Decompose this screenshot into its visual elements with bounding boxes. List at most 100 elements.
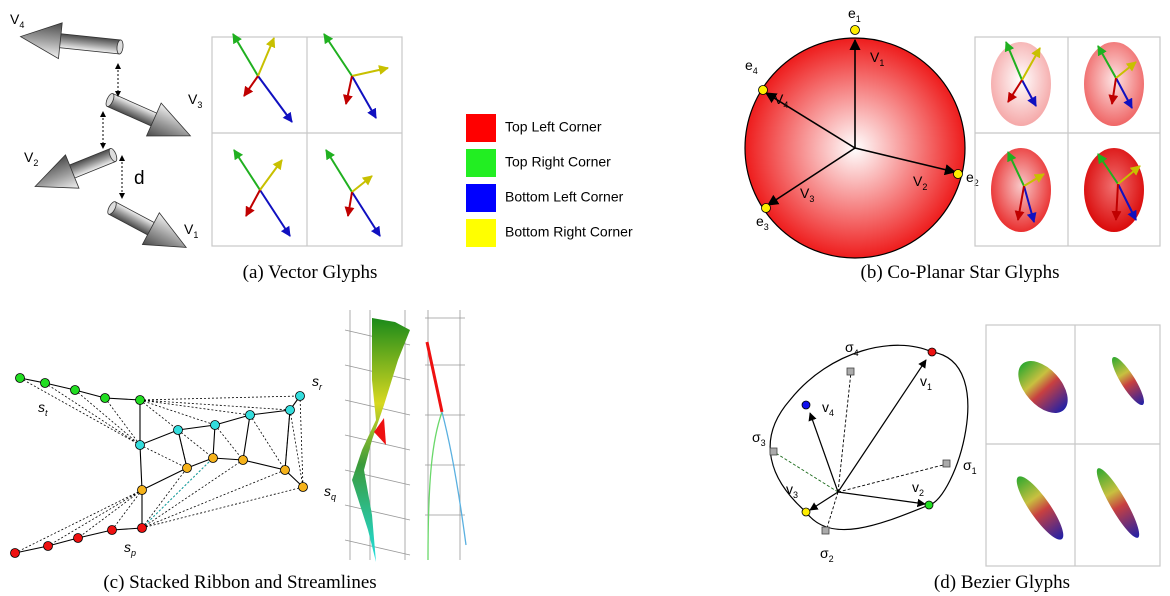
node [239,456,248,465]
sigma-label: σ3 [752,429,766,448]
endpoint [802,401,810,409]
star-glyph-disk [991,42,1051,126]
label-sub: 3 [793,490,798,500]
label-base: e [848,5,856,21]
label-base: v [912,479,919,495]
streamline-view-grid [425,310,465,560]
stream-label: sr [312,373,323,392]
node [136,441,145,450]
distance-label: d [134,168,145,189]
panel-b: V1 V2 V3 V4 e1 e2 e3 e4 (b) Co-Planar St… [745,5,1160,283]
bezier-vector [810,413,838,492]
legend-label: Top Right Corner [505,154,611,170]
label-sub: t [45,408,48,418]
glyph-arrow [233,34,258,76]
endpoint [954,170,963,179]
stacked-ribbon [352,318,410,562]
label-sub: 2 [33,158,38,168]
bezier-glyph [1091,464,1145,541]
star-glyph-disk [1084,42,1144,126]
label-base: σ [845,339,854,355]
label-sub: 4 [829,408,834,418]
legend-label: Bottom Right Corner [505,224,633,240]
label-sub: 1 [856,14,861,24]
endpoint [802,508,810,516]
caption: (a) Vector Glyphs [243,262,378,283]
node [108,526,117,535]
label-sub: 1 [927,382,932,392]
label-sub: 2 [829,554,834,564]
panel-d: σ1 σ2 σ3 σ4 v1 v2 v3 v4 (d) Bezier Glyph… [752,325,1160,593]
glyph-arrow [260,160,282,190]
point-label: e4 [745,57,758,76]
label-base: σ [820,545,829,561]
caption: (c) Stacked Ribbon and Streamlines [103,572,376,593]
node [41,379,50,388]
glyph-arrow [246,190,260,216]
ribbon-connection [142,458,213,528]
node [138,486,147,495]
label-sub: 2 [922,182,927,192]
point-label: e1 [848,5,861,24]
node [138,524,147,533]
stream-label: sp [124,539,136,558]
legend-swatch [466,149,496,177]
label-sub: 3 [197,100,202,110]
label-base: σ [752,429,761,445]
stream-label: sq [324,483,336,502]
vector-label: V4 [10,11,24,30]
label-base: s [312,373,319,389]
label-base: v [920,373,927,389]
vector-label: V3 [188,91,202,110]
legend-swatch [466,219,496,247]
stream-label: st [38,399,48,418]
vector-glyphs [233,34,388,236]
endpoint [928,348,936,356]
legend-swatch [466,184,496,212]
glyph-arrow [258,38,274,76]
control-point [822,527,829,534]
glyph-arrow [348,192,352,216]
glyph-arrow [324,34,352,76]
caption: (d) Bezier Glyphs [934,572,1070,593]
label-sub: 1 [193,230,198,240]
node [16,374,25,383]
legend-swatch [466,114,496,142]
vector-label: V2 [24,149,38,168]
legend: Top Left Corner Top Right Corner Bottom … [466,114,633,247]
caption: (b) Co-Planar Star Glyphs [861,262,1060,283]
point-label: e3 [756,213,769,232]
label-sub: 3 [764,222,769,232]
label-base: s [124,539,131,555]
ribbon-edge [140,445,303,490]
arrow-glyph [101,191,195,264]
node [281,466,290,475]
label-base: e [756,213,764,229]
node [174,426,183,435]
label-sub: 1 [972,466,977,476]
endpoint [759,86,768,95]
star-glyph-disk [991,148,1051,232]
ribbon-connections [15,378,303,553]
streamline [442,412,466,545]
vector-label: v2 [912,479,924,498]
label-sub: q [331,492,336,502]
label-base: e [745,57,753,73]
label-base: σ [963,457,972,473]
node [211,421,220,430]
node [299,483,308,492]
node [74,534,83,543]
label-sub: 1 [879,58,884,68]
glyph-arrow [352,76,376,118]
bezier-glyph [1107,354,1149,409]
control-point [770,448,777,455]
node [101,394,110,403]
ribbon-edge [20,378,300,445]
label-sub: p [130,548,136,558]
node [286,406,295,415]
figure: V4 V3 V2 V1 d (a) Vector Glyphs Top Left… [0,0,1170,596]
label-sub: r [319,382,323,392]
control-line [838,372,851,492]
point-label: e2 [966,169,979,188]
glyph-arrow [258,76,292,122]
